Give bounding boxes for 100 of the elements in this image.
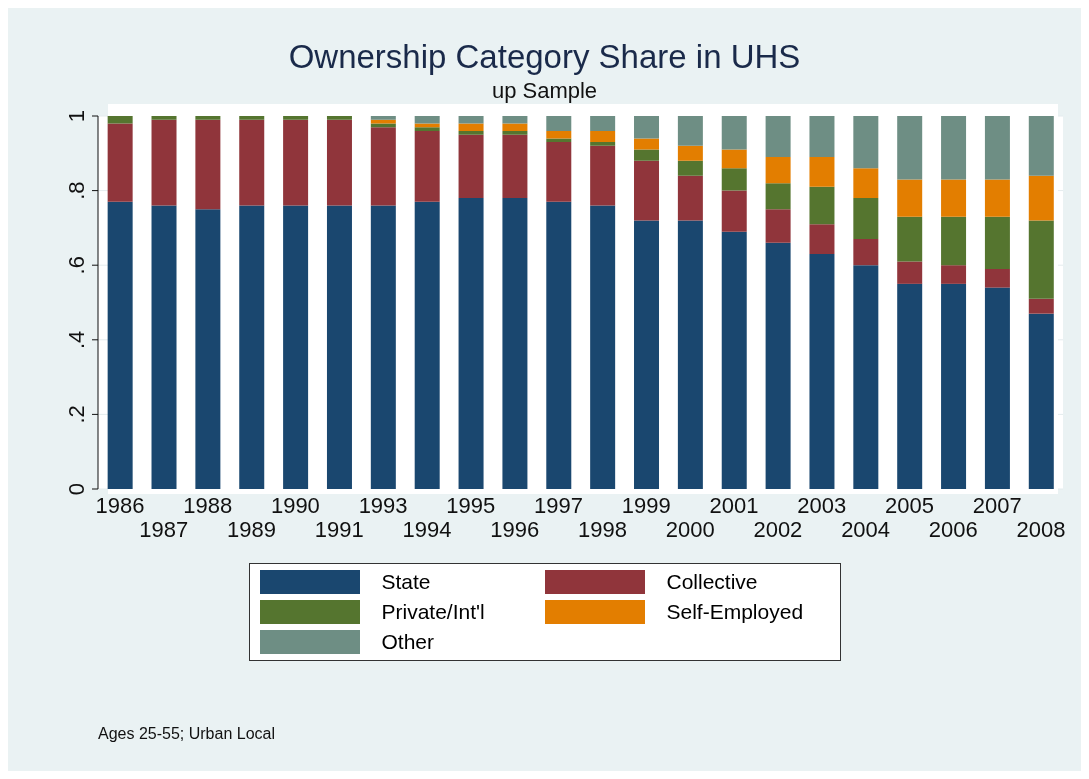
x-tick-label: 1988 bbox=[183, 493, 233, 518]
bar bbox=[809, 116, 835, 158]
bar bbox=[546, 130, 572, 139]
bar bbox=[414, 116, 440, 124]
bar bbox=[195, 116, 221, 120]
bar bbox=[897, 179, 923, 217]
bar bbox=[677, 145, 703, 161]
bar bbox=[414, 201, 440, 489]
bar bbox=[370, 123, 396, 128]
x-tick-label: 1987 bbox=[139, 517, 189, 542]
x-tick-label: 1995 bbox=[446, 493, 496, 518]
bar bbox=[634, 116, 660, 139]
x-tick-label: 2005 bbox=[885, 493, 934, 518]
bar bbox=[414, 127, 440, 131]
bar bbox=[370, 127, 396, 206]
bar bbox=[721, 149, 747, 169]
bar bbox=[634, 160, 660, 221]
bar bbox=[283, 116, 309, 120]
bar bbox=[151, 116, 177, 120]
bar bbox=[984, 287, 1010, 489]
y-tick-label: .4 bbox=[64, 330, 89, 349]
bar bbox=[502, 130, 528, 135]
bar bbox=[765, 157, 791, 184]
x-tick-label: 1999 bbox=[621, 493, 671, 518]
bar bbox=[502, 116, 528, 124]
bar bbox=[239, 116, 265, 120]
bar bbox=[458, 198, 484, 489]
legend-label: Self-Employed bbox=[666, 600, 804, 624]
bar bbox=[853, 265, 879, 489]
bar bbox=[941, 116, 967, 180]
bar bbox=[897, 283, 923, 489]
bar bbox=[897, 116, 923, 180]
bar bbox=[107, 201, 133, 489]
bar bbox=[677, 220, 703, 489]
bar bbox=[195, 209, 221, 489]
x-tick-label: 1997 bbox=[534, 493, 584, 518]
bar bbox=[634, 149, 660, 161]
bar bbox=[1028, 313, 1054, 489]
bar bbox=[941, 216, 967, 266]
x-tick-label: 2002 bbox=[753, 517, 803, 542]
x-tick-label: 2006 bbox=[928, 517, 978, 542]
bar bbox=[809, 254, 835, 489]
bar bbox=[765, 116, 791, 158]
bar bbox=[634, 138, 660, 150]
bar bbox=[677, 116, 703, 146]
bar bbox=[809, 224, 835, 255]
bar bbox=[853, 116, 879, 169]
bar bbox=[984, 216, 1010, 269]
bar bbox=[107, 123, 133, 202]
bar bbox=[1028, 298, 1054, 314]
bar bbox=[984, 268, 1010, 288]
bar bbox=[326, 205, 352, 489]
x-tick-label: 1993 bbox=[358, 493, 408, 518]
bar bbox=[326, 119, 352, 206]
y-tick-label: .6 bbox=[64, 256, 89, 275]
bar bbox=[590, 145, 616, 206]
bar bbox=[502, 198, 528, 489]
x-tick-label: 1996 bbox=[490, 517, 540, 542]
bar bbox=[809, 157, 835, 187]
x-tick-label: 2007 bbox=[972, 493, 1022, 518]
bar bbox=[897, 216, 923, 262]
bar bbox=[107, 116, 133, 124]
legend-label: Private/Int'l bbox=[381, 600, 485, 624]
bar bbox=[765, 183, 791, 210]
bar bbox=[853, 168, 879, 199]
x-tick-label: 1991 bbox=[314, 517, 364, 542]
bar bbox=[941, 283, 967, 489]
y-tick-label: .8 bbox=[64, 181, 89, 200]
bar bbox=[283, 205, 309, 489]
bar bbox=[151, 119, 177, 206]
bar bbox=[677, 175, 703, 221]
bar bbox=[458, 123, 484, 131]
x-tick-label: 1990 bbox=[270, 493, 320, 518]
x-tick-label: 1989 bbox=[227, 517, 276, 542]
text: Ages 25-55; Urban Local bbox=[98, 725, 275, 743]
x-tick-label: 2008 bbox=[1016, 517, 1066, 542]
bar bbox=[721, 168, 747, 191]
bar bbox=[677, 160, 703, 176]
bar bbox=[239, 205, 265, 489]
x-tick-label: 1994 bbox=[402, 517, 452, 542]
bar bbox=[502, 123, 528, 131]
y-tick-label: 0 bbox=[64, 482, 89, 496]
bar bbox=[721, 116, 747, 150]
bar bbox=[721, 190, 747, 232]
bar bbox=[634, 220, 660, 489]
bar bbox=[414, 123, 440, 128]
bar bbox=[809, 186, 835, 225]
legend-label: Collective bbox=[666, 570, 758, 594]
bar bbox=[765, 242, 791, 489]
bar bbox=[1028, 116, 1054, 176]
bar bbox=[590, 116, 616, 131]
bar bbox=[984, 179, 1010, 217]
bar bbox=[458, 134, 484, 199]
bar bbox=[546, 138, 572, 143]
bar bbox=[590, 130, 616, 143]
bar bbox=[239, 119, 265, 206]
bar bbox=[370, 116, 396, 120]
bar bbox=[195, 119, 221, 210]
x-tick-label: 2003 bbox=[797, 493, 847, 518]
x-tick-label: 2000 bbox=[665, 517, 715, 542]
